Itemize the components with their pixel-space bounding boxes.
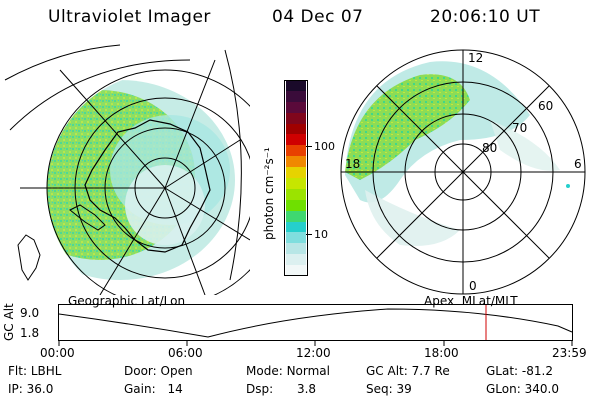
- dsp-value: 3.8: [296, 382, 317, 396]
- mlt-label-0: 0: [469, 279, 477, 293]
- mode-value: Normal: [286, 364, 330, 378]
- info-flt: Flt: LBHL: [8, 364, 62, 378]
- colorbar-segment: [286, 156, 306, 168]
- aurora-spot: [566, 184, 570, 188]
- altitude-plot: [58, 304, 573, 346]
- flt-value: LBHL: [30, 364, 62, 378]
- colorbar-segment: [286, 112, 306, 124]
- date-label: 04 Dec 07: [272, 7, 364, 27]
- colorbar-segment: [286, 221, 306, 233]
- info-door: Door: Open: [124, 364, 193, 378]
- time-tick-1800: 18:00: [424, 346, 459, 360]
- colorbar-segment: [286, 199, 306, 211]
- time-tick-marks: [58, 341, 573, 346]
- time-tick-1200: 12:00: [296, 346, 331, 360]
- glat-value: -81.2: [521, 364, 553, 378]
- info-seq: Seq: 39: [366, 382, 412, 396]
- alt-ylabel: GC Alt: [2, 303, 16, 341]
- mlat-label-80: 80: [482, 141, 497, 155]
- colorbar-segment: [286, 123, 306, 135]
- antarctica-coastline: [84, 119, 211, 253]
- alt-ytick-1.8: 1.8: [20, 326, 40, 340]
- colorbar-segment: [286, 167, 306, 179]
- colorbar-segment: [286, 254, 306, 266]
- apex-mlt-map: 12 18 6 0 60 70 80: [340, 49, 586, 295]
- mlt-label-18: 18: [345, 157, 360, 171]
- peninsula-coastline: [69, 204, 106, 231]
- altitude-curve: [58, 308, 573, 338]
- colorbar-segment: [286, 134, 306, 146]
- seq-value: 39: [396, 382, 412, 396]
- colorbar-segment: [286, 232, 306, 244]
- mlat-label-60: 60: [538, 99, 553, 113]
- colorbar-segment: [286, 90, 306, 102]
- colorbar-segment: [286, 243, 306, 255]
- time-tick-0000: 00:00: [40, 346, 75, 360]
- colorbar-segment: [286, 178, 306, 189]
- colorbar-segment: [286, 210, 306, 222]
- aurora-emission-right: [345, 61, 560, 246]
- time-label: 20:06:10 UT: [430, 7, 541, 27]
- door-value: Open: [160, 364, 193, 378]
- south-america-coastline: [17, 234, 41, 281]
- colorbar-segment: [286, 145, 306, 157]
- colorbar-segment: [286, 265, 306, 277]
- lon-grid: [4, 44, 250, 295]
- glon-value: 340.0: [524, 382, 559, 396]
- info-ip: IP: 36.0: [8, 382, 54, 396]
- geographic-map: [4, 44, 250, 295]
- mlt-label-6: 6: [574, 157, 582, 171]
- ip-value: 36.0: [26, 382, 54, 396]
- alt-ytick-9: 9.0: [20, 306, 40, 320]
- time-tick-0600: 06:00: [168, 346, 203, 360]
- colorbar-tick-100: 100: [314, 140, 335, 153]
- colorbar-tick-10: 10: [314, 228, 328, 241]
- gcalt-value: 7.7 Re: [411, 364, 450, 378]
- colorbar-unit-label: photon cm⁻²s⁻¹: [262, 147, 276, 240]
- info-dsp: Dsp: 3.8: [246, 382, 317, 396]
- time-tick-2359: 23:59: [552, 346, 587, 360]
- colorbar: [286, 80, 306, 277]
- info-gcalt: GC Alt: 7.7 Re: [366, 364, 450, 378]
- gain-value: 14: [167, 382, 183, 396]
- mlat-label-70: 70: [512, 121, 527, 135]
- mlt-label-12: 12: [468, 51, 483, 65]
- mlat-grid: [340, 49, 586, 295]
- info-gain: Gain: 14: [124, 382, 183, 396]
- colorbar-segment: [286, 101, 306, 113]
- info-mode: Mode: Normal: [246, 364, 330, 378]
- colorbar-segment: [286, 188, 306, 200]
- info-glat: GLat: -81.2: [486, 364, 553, 378]
- instrument-title: Ultraviolet Imager: [48, 7, 211, 27]
- colorbar-segment: [286, 80, 306, 91]
- info-glon: GLon: 340.0: [486, 382, 559, 396]
